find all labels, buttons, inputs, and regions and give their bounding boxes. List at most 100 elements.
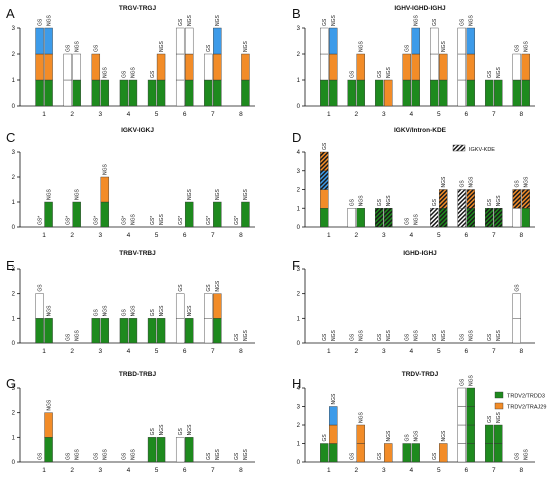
bar-label: NGS xyxy=(359,195,365,207)
bar: NGS xyxy=(439,176,448,228)
category-label: 7 xyxy=(492,467,496,474)
bar-label: GS xyxy=(322,434,328,442)
bar: GS xyxy=(320,18,329,107)
bar-label: GS xyxy=(65,44,71,52)
bar-segment-white xyxy=(457,27,466,55)
category-label: 8 xyxy=(239,348,243,355)
y-tick-label: 2 xyxy=(12,52,16,58)
bar-label: GS xyxy=(350,70,356,78)
bar: GS xyxy=(375,198,384,228)
bar-label: GS xyxy=(65,452,71,460)
category-label: 8 xyxy=(239,111,243,118)
bar-label: NGS xyxy=(215,280,221,292)
bar-segment-white xyxy=(320,27,329,55)
bar-label: GS xyxy=(122,308,128,316)
bar-segment-orange xyxy=(35,53,44,81)
bar: NGS xyxy=(331,330,337,342)
panel-letter: A xyxy=(6,6,15,21)
bar: NGS xyxy=(159,214,165,226)
bar: GS xyxy=(375,70,384,107)
bar-segment-white xyxy=(457,79,466,107)
bar-label: NGS xyxy=(469,15,475,27)
bar: NGS xyxy=(439,41,448,107)
bar-label: GS* xyxy=(122,216,128,225)
category-label: 7 xyxy=(211,111,215,118)
bar: GS* xyxy=(122,216,128,225)
bar: GS xyxy=(460,333,466,341)
bar: GS xyxy=(147,70,157,107)
bar: GS xyxy=(457,18,466,107)
bar-segment-green xyxy=(35,318,44,344)
bar: GS xyxy=(512,284,521,344)
bar-label: GS xyxy=(234,452,240,460)
bar-hatch xyxy=(466,189,475,209)
category-label: 2 xyxy=(354,111,358,118)
bar: NGS xyxy=(215,449,221,461)
bar-label: NGS xyxy=(74,189,80,201)
bar-label: GS xyxy=(322,142,328,150)
legend-label: TRDV2/TRAJ29 xyxy=(507,405,546,411)
category-label: 1 xyxy=(327,467,331,474)
category-label: 2 xyxy=(70,348,74,355)
bar-label: GS xyxy=(350,452,356,460)
bar-label: GS xyxy=(206,284,212,292)
bar: NGS xyxy=(521,176,530,228)
category-label: 2 xyxy=(354,232,358,239)
bar-label: NGS xyxy=(103,164,109,176)
bar-hatch xyxy=(384,208,393,227)
bar-label: GS* xyxy=(150,216,156,225)
panel-letter: D xyxy=(292,130,301,145)
bar-label: NGS xyxy=(103,305,109,317)
bar-segment-white xyxy=(347,208,356,228)
bar-label: GS xyxy=(350,333,356,341)
bar-label: NGS xyxy=(386,195,392,207)
bar-label: GS xyxy=(37,284,43,292)
bar-label: NGS xyxy=(159,41,165,53)
bar-hatch xyxy=(457,208,466,227)
bar-label: GS xyxy=(432,198,438,206)
bar-label: GS* xyxy=(206,216,212,225)
category-label: 2 xyxy=(70,232,74,239)
bar: GS xyxy=(91,44,101,107)
bar-label: GS xyxy=(322,333,328,341)
category-label: 5 xyxy=(155,232,159,239)
legend-label: IGKV-KDE xyxy=(469,147,495,153)
bar: NGS xyxy=(128,67,138,107)
bar-label: NGS xyxy=(46,15,52,27)
y-tick-label: 1 xyxy=(12,200,16,206)
bar: GS xyxy=(37,452,43,460)
bar: NGS xyxy=(411,15,420,107)
bar: GS xyxy=(485,415,494,463)
bar-segment-orange xyxy=(356,53,365,81)
bar: GS xyxy=(515,452,521,460)
bar-segment-green xyxy=(241,201,250,228)
bar: GS xyxy=(405,333,411,341)
bar-label: NGS xyxy=(46,399,52,411)
bar-segment-green xyxy=(411,443,420,463)
bar-segment-green xyxy=(204,79,213,107)
bar-label: GS xyxy=(350,198,356,206)
bar-segment-green xyxy=(402,79,411,107)
bar-segment-green xyxy=(128,318,138,344)
panel-letter: C xyxy=(6,130,15,145)
bar-label: GS xyxy=(150,308,156,316)
legend-swatch-hatch xyxy=(452,144,466,152)
bar-segment-white xyxy=(175,27,185,55)
bar-segment-green xyxy=(329,79,338,107)
category-label: 4 xyxy=(409,232,413,239)
bar-label: GS xyxy=(94,308,100,316)
bar-hatch xyxy=(466,208,475,227)
bar-segment-green xyxy=(100,79,110,107)
bar: NGS xyxy=(44,15,53,107)
bar: NGS xyxy=(524,449,530,461)
legend-label: TRDV2/TRDD3 xyxy=(507,394,545,400)
y-tick-label: 2 xyxy=(12,175,16,181)
category-label: 4 xyxy=(127,111,131,118)
bar-segment-green xyxy=(356,208,365,228)
bar-segment-white xyxy=(175,53,185,81)
bar: GS xyxy=(63,44,72,107)
bar-segment-green xyxy=(119,318,129,344)
bar: GS xyxy=(405,217,411,225)
bar-segment-white xyxy=(35,293,44,319)
bar-hatch xyxy=(375,208,384,227)
